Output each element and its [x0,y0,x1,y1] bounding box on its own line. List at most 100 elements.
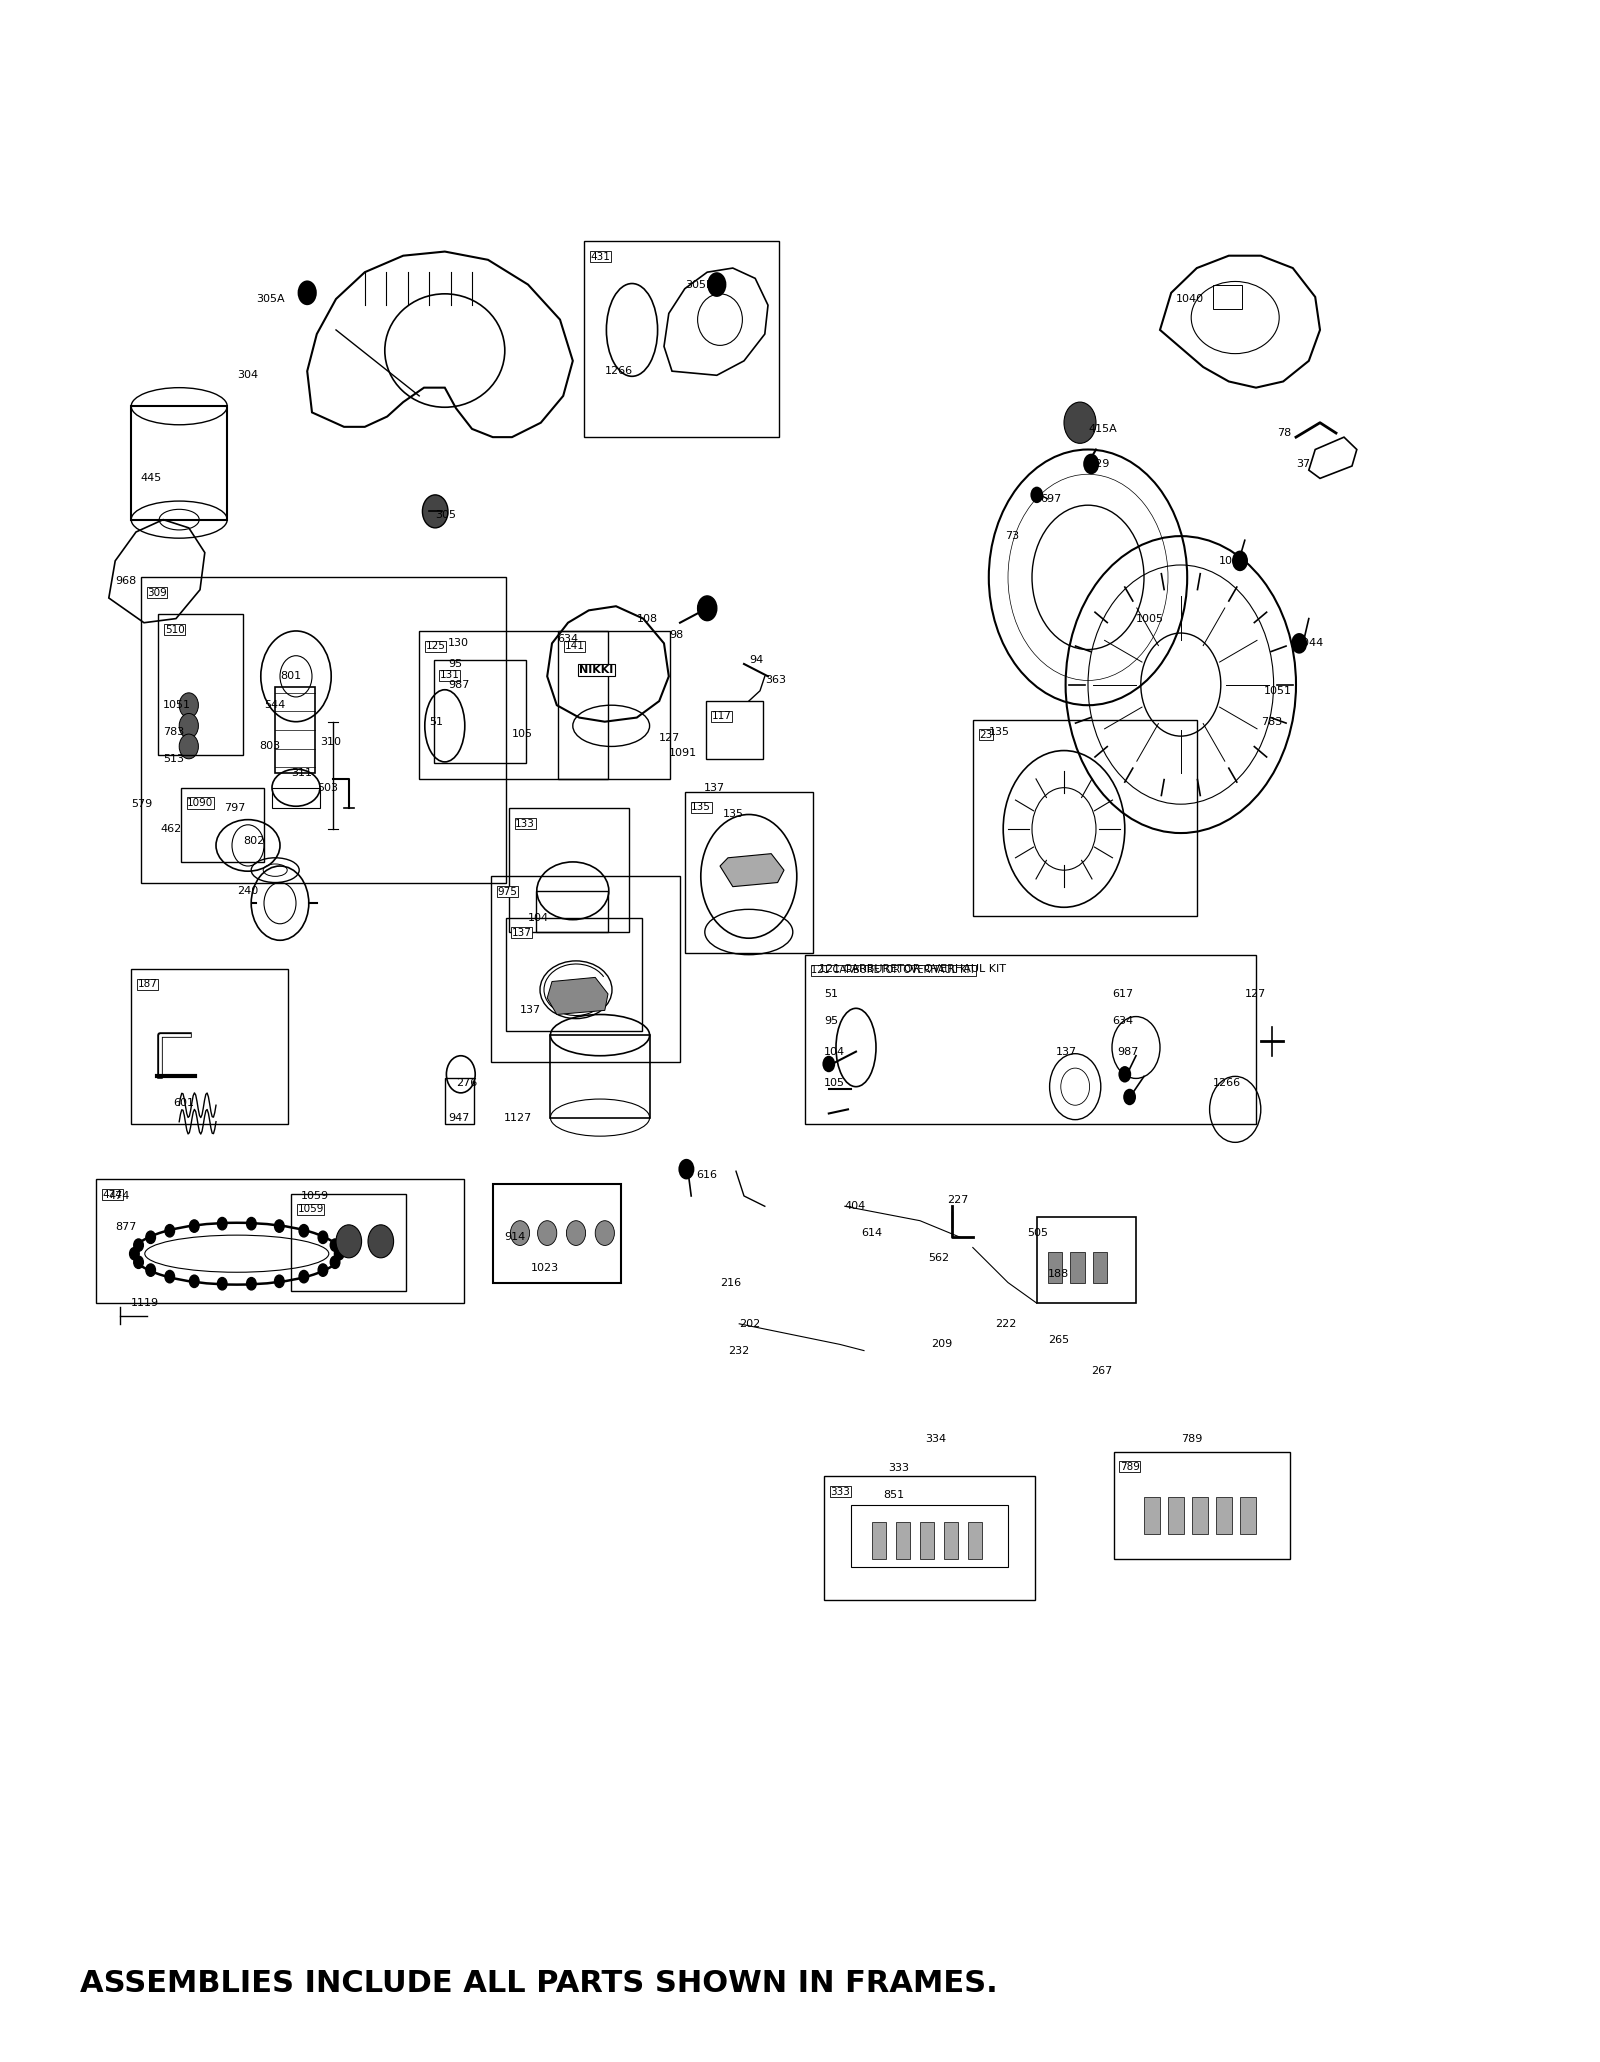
Bar [419,631,608,779]
Bar [550,1035,650,1118]
Bar [706,701,763,759]
Text: 304: 304 [237,371,258,379]
Text: 947: 947 [448,1113,469,1122]
Text: 617: 617 [1112,990,1133,998]
Circle shape [165,1225,174,1237]
Circle shape [134,1256,144,1268]
Circle shape [246,1278,256,1291]
Text: 333: 333 [888,1464,909,1472]
Text: 240: 240 [237,887,258,895]
Text: 135: 135 [723,810,744,819]
Text: 877: 877 [115,1223,136,1231]
Text: 503: 503 [317,784,338,792]
Text: 797: 797 [224,804,245,812]
Text: 125: 125 [426,641,445,652]
Text: 216: 216 [720,1278,741,1287]
Circle shape [336,1225,362,1258]
Text: 987: 987 [448,680,469,689]
Text: 127: 127 [1245,990,1266,998]
Text: 544: 544 [264,701,285,709]
Text: 137: 137 [520,1006,541,1015]
Circle shape [822,1056,835,1072]
Text: 309: 309 [147,588,166,598]
Text: 51: 51 [429,718,443,726]
Bar [272,788,320,808]
Text: 137: 137 [704,784,725,792]
Bar [1168,1497,1184,1534]
Text: 474: 474 [109,1192,130,1200]
Text: 105: 105 [824,1078,845,1087]
Circle shape [330,1256,339,1268]
Text: 37: 37 [1296,460,1310,468]
Bar [1144,1497,1160,1534]
Text: 1059: 1059 [301,1192,330,1200]
Text: 23: 23 [979,730,992,740]
Text: 202: 202 [739,1320,760,1328]
Circle shape [1030,487,1043,503]
Text: 404: 404 [845,1202,866,1210]
Bar [506,918,642,1031]
Text: 914: 914 [504,1233,525,1241]
Text: 305B: 305B [685,280,714,289]
Bar [96,1179,464,1303]
Text: 505: 505 [1027,1229,1048,1237]
Circle shape [318,1264,328,1276]
Text: 135: 135 [691,802,710,812]
Text: 789: 789 [1181,1435,1202,1443]
Bar [1037,1217,1136,1303]
Text: 474: 474 [102,1190,122,1200]
Bar [445,1078,474,1124]
Text: 121 CARBURETOR OVERHAUL KIT: 121 CARBURETOR OVERHAUL KIT [819,965,1006,973]
Circle shape [134,1239,144,1252]
Circle shape [595,1221,614,1245]
Bar [851,1505,1008,1567]
Text: 803: 803 [259,742,280,751]
Text: 131: 131 [440,670,459,680]
Circle shape [698,596,717,621]
Text: 265: 265 [1048,1336,1069,1344]
Text: 137: 137 [1056,1047,1077,1056]
Bar [141,577,506,883]
Bar [493,1184,621,1283]
Bar [685,792,813,953]
Circle shape [130,1248,139,1260]
Bar [1192,1497,1208,1534]
Text: 98: 98 [669,631,683,639]
Text: 783: 783 [1261,718,1282,726]
Circle shape [218,1217,227,1229]
Text: ASSEMBLIES INCLUDE ALL PARTS SHOWN IN FRAMES.: ASSEMBLIES INCLUDE ALL PARTS SHOWN IN FR… [80,1969,998,1998]
Circle shape [707,272,726,297]
Bar [968,1522,982,1559]
Bar [558,631,670,779]
Text: 305: 305 [435,511,456,520]
Text: 127: 127 [659,734,680,742]
Circle shape [1291,633,1307,654]
Bar [509,808,629,932]
Circle shape [179,693,198,718]
Text: 1266: 1266 [1213,1078,1242,1087]
Text: 133: 133 [515,819,534,829]
Text: 105: 105 [512,730,533,738]
Circle shape [179,734,198,759]
Bar [1093,1252,1107,1283]
Circle shape [275,1221,285,1233]
Circle shape [1064,402,1096,443]
Text: 1127: 1127 [504,1113,533,1122]
Bar [291,1194,406,1291]
Text: 697: 697 [1040,495,1061,503]
Text: 783: 783 [163,728,184,736]
Text: 117: 117 [712,711,731,722]
Text: 311: 311 [291,769,312,777]
Circle shape [146,1231,155,1243]
Text: 510: 510 [165,625,184,635]
Bar [896,1522,910,1559]
Text: 1070: 1070 [1219,557,1248,565]
Polygon shape [547,977,608,1015]
Bar [131,406,227,520]
Text: 141: 141 [565,641,584,652]
Text: 121 CARBURETOR OVERHAUL KIT: 121 CARBURETOR OVERHAUL KIT [811,965,976,975]
Text: 73: 73 [1005,532,1019,540]
Text: 1091: 1091 [669,749,698,757]
Text: 310: 310 [320,738,341,746]
Text: 431: 431 [590,252,610,262]
